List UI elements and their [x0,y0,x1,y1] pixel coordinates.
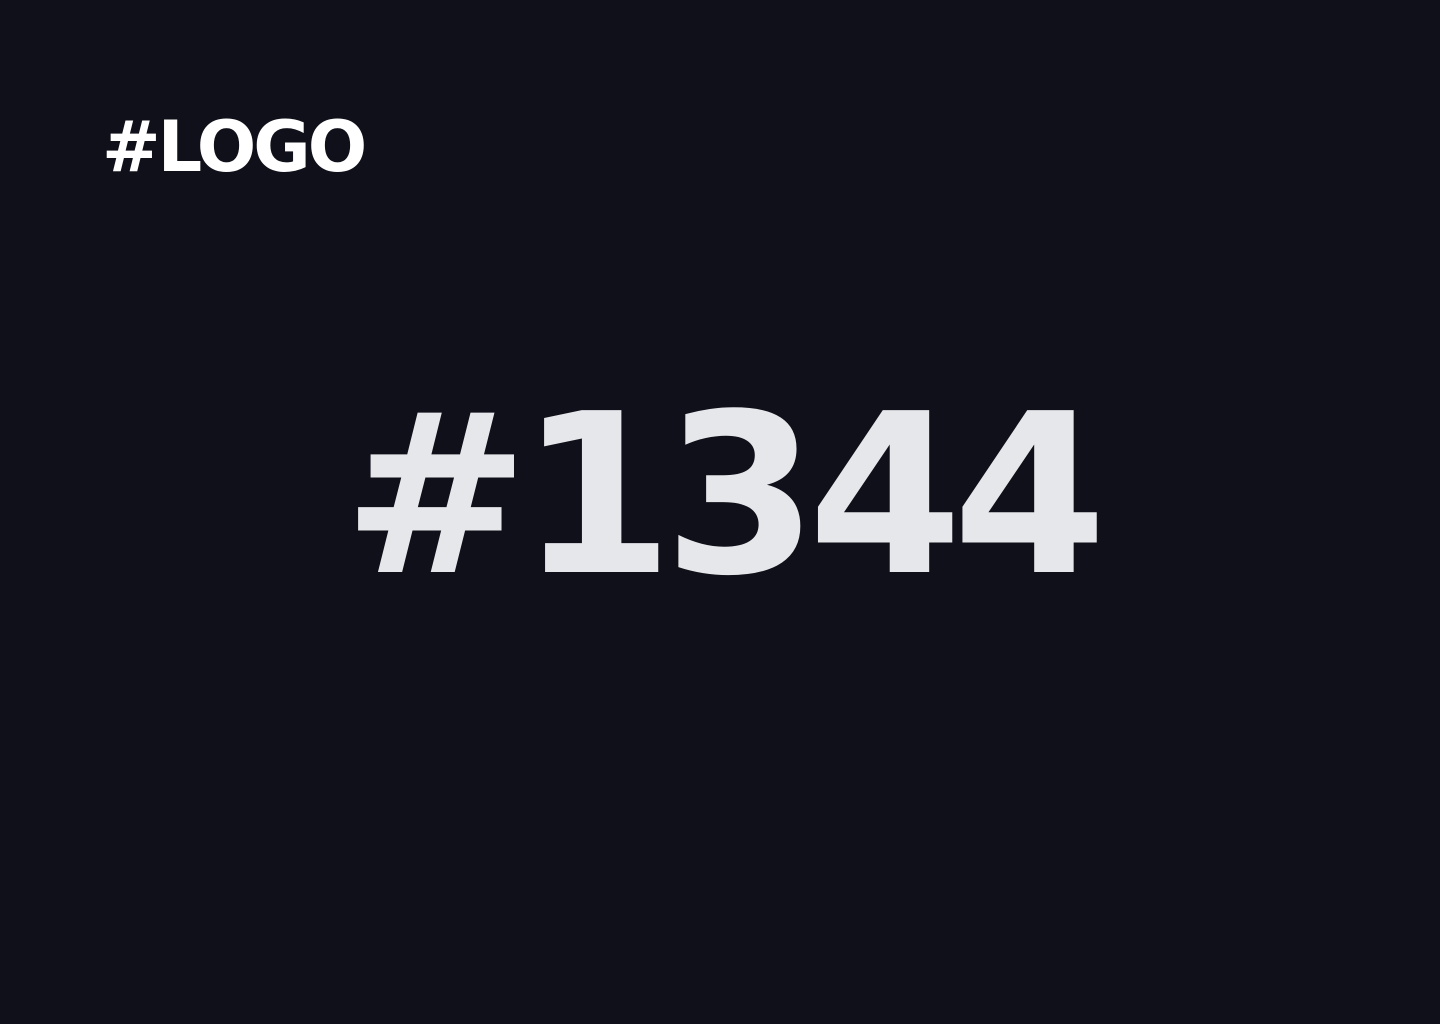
item-number: #1344 [343,367,1107,625]
logo[interactable]: #LOGO [102,106,367,188]
